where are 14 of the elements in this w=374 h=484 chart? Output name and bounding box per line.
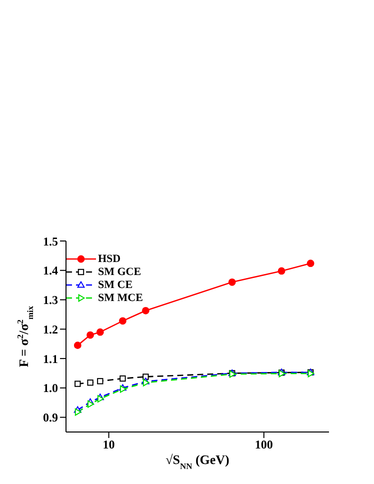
y-tick-label: 1.1 — [43, 352, 58, 366]
y-tick-label: 0.9 — [43, 410, 58, 425]
x-tick-label: 10 — [102, 438, 115, 452]
y-tick-label: 1.2 — [43, 322, 58, 336]
x-axis-title: √S$_{NN}$ (GeV) — [166, 452, 230, 471]
legend-label: SM CE — [98, 278, 133, 290]
legend-label: HSD — [98, 252, 121, 264]
y-tick-label: 1.3 — [43, 293, 58, 308]
legend-label: SM MCE — [98, 292, 143, 304]
x-tick-label: 100 — [254, 438, 273, 452]
y-tick-label: 1.0 — [43, 381, 58, 396]
y-tick-label: 1.4 — [43, 264, 58, 278]
legend-label: SM GCE — [98, 266, 142, 278]
y-tick-label: 1.5 — [43, 234, 58, 248]
